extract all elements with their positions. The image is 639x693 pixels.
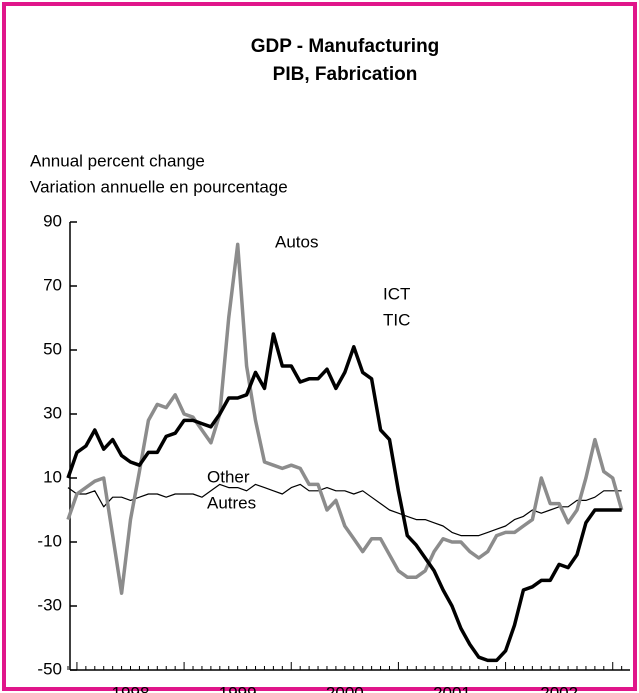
x-tick-label: 2002 bbox=[540, 683, 578, 693]
x-tick-label: 1998 bbox=[112, 683, 150, 693]
y-tick-label: 10 bbox=[43, 467, 62, 486]
y-tick-label: 30 bbox=[43, 403, 62, 422]
chart-subtitle: PIB, Fabrication bbox=[273, 64, 418, 85]
series-line bbox=[66, 332, 622, 663]
series-line bbox=[67, 483, 622, 537]
series-label: Autos bbox=[275, 232, 318, 251]
series-label: Other bbox=[207, 467, 250, 486]
x-tick-label: 2001 bbox=[433, 683, 471, 693]
y-tick-label: -10 bbox=[37, 531, 62, 550]
y-tick-label: -30 bbox=[37, 595, 62, 614]
x-tick-label: 1999 bbox=[219, 683, 257, 693]
chart-title: GDP - Manufacturing bbox=[251, 36, 440, 57]
y-tick-label: -50 bbox=[37, 659, 62, 678]
x-tick-label: 2000 bbox=[326, 683, 364, 693]
y-tick-label: 70 bbox=[43, 275, 62, 294]
y-axis-label: Variation annuelle en pourcentage bbox=[30, 177, 288, 196]
series-label: ICT bbox=[383, 284, 410, 303]
y-axis-label: Annual percent change bbox=[30, 151, 205, 170]
series-label: Autres bbox=[207, 493, 256, 512]
y-tick-label: 50 bbox=[43, 339, 62, 358]
series-line bbox=[66, 242, 624, 595]
y-tick-label: 90 bbox=[43, 211, 62, 230]
series-label: TIC bbox=[383, 310, 410, 329]
